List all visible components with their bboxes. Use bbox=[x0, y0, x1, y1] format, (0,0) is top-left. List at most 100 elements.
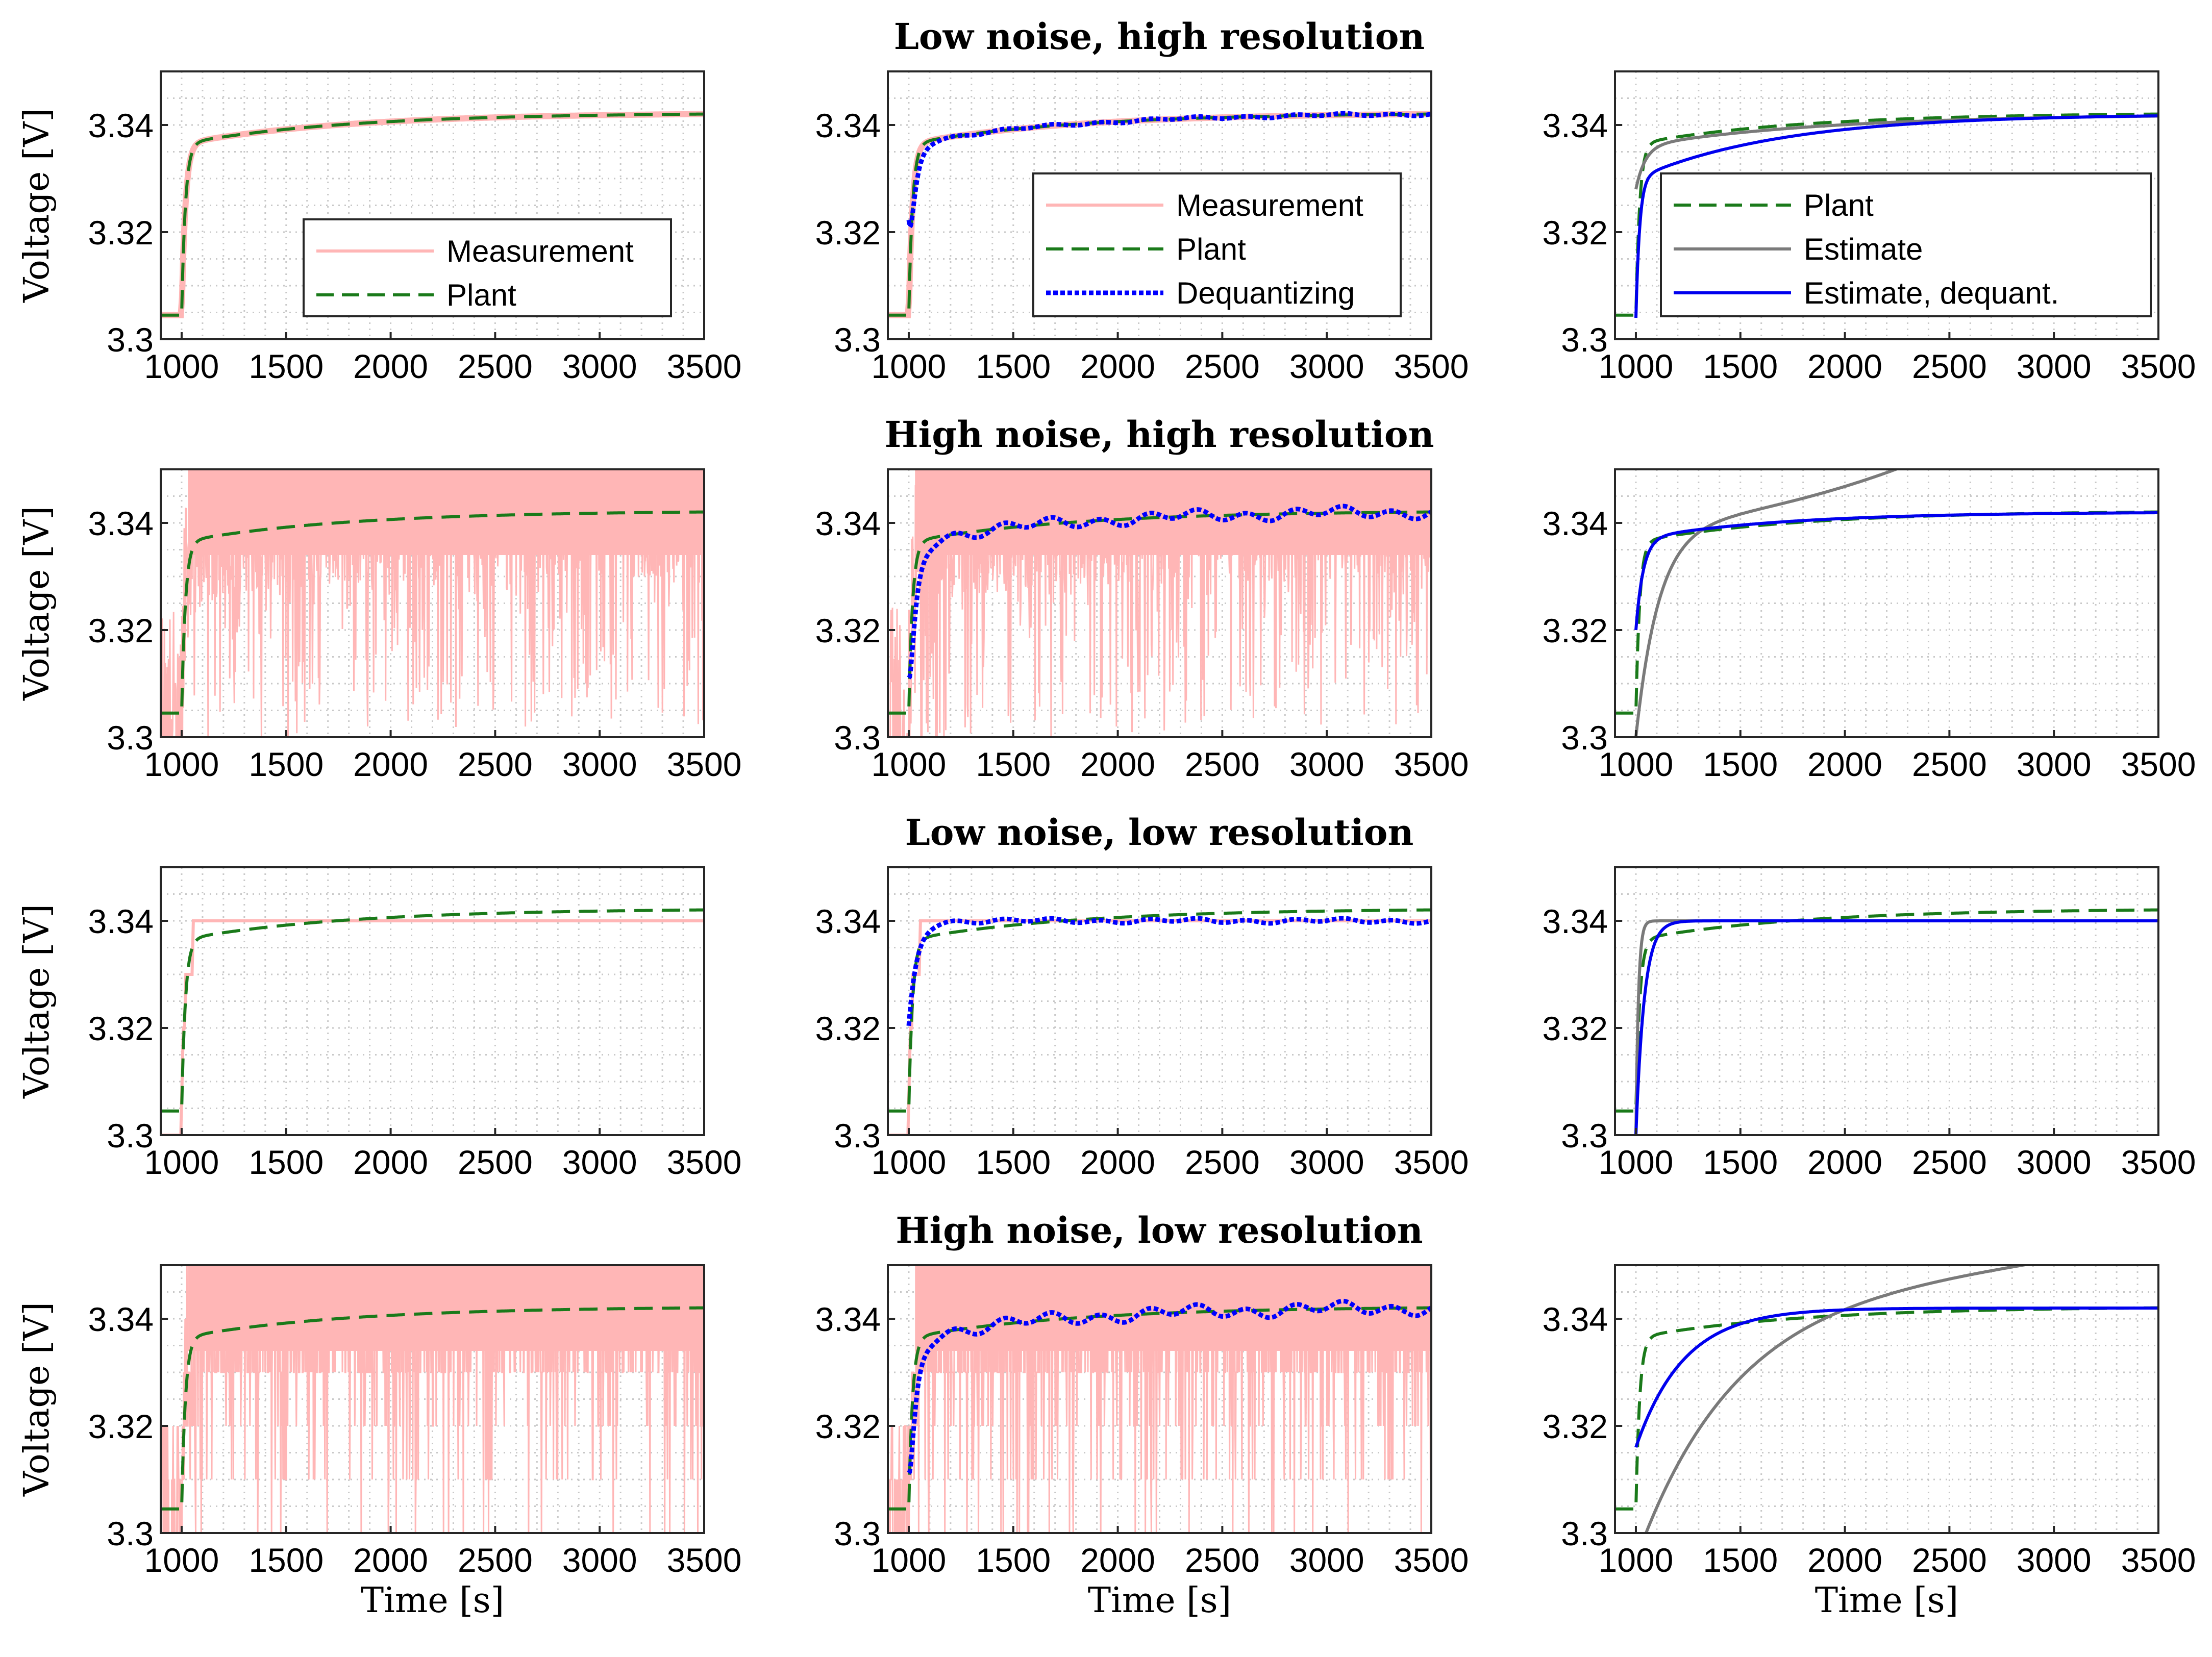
grid bbox=[1615, 866, 2159, 1136]
panel-r2-c1: 1000 1500 2000 2500 3000 3500 3.3 3.32 3.34 Volta… bbox=[17, 468, 741, 783]
x-tick-label: 3500 bbox=[2121, 1541, 2196, 1579]
x-tick-label: 3000 bbox=[2017, 347, 2092, 385]
dequantizing-line bbox=[906, 111, 1431, 234]
x-tick-label: 1000 bbox=[144, 745, 219, 783]
x-tick-label: 3500 bbox=[1394, 1541, 1469, 1579]
legend-entry: Estimate, dequant. bbox=[1804, 276, 2059, 310]
y-tick-label: 3.32 bbox=[1543, 1408, 1608, 1445]
x-tick-label: 1000 bbox=[144, 1143, 219, 1181]
y-tick-label: 3.3 bbox=[1561, 321, 1608, 359]
y-tick-label: 3.3 bbox=[1561, 1515, 1608, 1552]
y-axis-label: Voltage [V] bbox=[17, 904, 57, 1099]
x-tick-label: 3500 bbox=[1394, 347, 1469, 385]
plot-area bbox=[1615, 469, 2158, 737]
legend-entry: Plant bbox=[1176, 232, 1246, 266]
plot-area bbox=[161, 1265, 704, 1533]
y-tick-label: 3.34 bbox=[1543, 902, 1608, 940]
y-tick-label: 3.32 bbox=[815, 612, 881, 649]
measurement-band bbox=[915, 469, 1431, 555]
x-tick-label: 2000 bbox=[353, 1143, 428, 1181]
panel-r4-c3: 1000 1500 2000 2500 3000 3500 3.3 3.32 3.34 Time … bbox=[1543, 1264, 2196, 1621]
plant-line bbox=[888, 1306, 1431, 1511]
x-tick-label: 1500 bbox=[976, 745, 1051, 783]
plot-area bbox=[888, 469, 1431, 737]
grid bbox=[1615, 1264, 2159, 1534]
y-tick-label: 3.34 bbox=[88, 1300, 154, 1338]
panel-r3-c1: 1000 1500 2000 2500 3000 3500 3.3 3.32 3.34 Volta… bbox=[17, 866, 741, 1181]
x-tick-label: 1500 bbox=[976, 1143, 1051, 1181]
y-tick-label: 3.3 bbox=[834, 1515, 881, 1552]
y-tick-label: 3.3 bbox=[1561, 1117, 1608, 1154]
x-axis-label: Time [s] bbox=[361, 1580, 504, 1621]
y-tick-label: 3.32 bbox=[815, 214, 881, 252]
axes-box bbox=[1614, 468, 2159, 738]
y-tick-label: 3.3 bbox=[107, 719, 154, 757]
axes-box bbox=[887, 1264, 1432, 1534]
x-tick-label: 3000 bbox=[1289, 347, 1364, 385]
axes-box bbox=[160, 70, 705, 340]
dequantizing-line bbox=[906, 916, 1431, 1026]
panel-r3-c3: 1000 1500 2000 2500 3000 3500 3.3 3.32 3.34 bbox=[1543, 866, 2196, 1181]
row-title-3: Low noise, low resolution bbox=[905, 811, 1414, 853]
y-tick-label: 3.34 bbox=[815, 107, 881, 144]
x-tick-label: 1500 bbox=[976, 1541, 1051, 1579]
x-tick-label: 1000 bbox=[1599, 1143, 1674, 1181]
estimate-line bbox=[1634, 469, 1900, 737]
x-tick-label: 1000 bbox=[144, 347, 219, 385]
x-tick-label: 2000 bbox=[1080, 1541, 1155, 1579]
row-title-4: High noise, low resolution bbox=[896, 1209, 1423, 1251]
x-tick-label: 2500 bbox=[1912, 745, 1987, 783]
panel-r3-c2: 1000 1500 2000 2500 3000 3500 3.3 3.32 3.34 bbox=[815, 866, 1469, 1181]
plant-line bbox=[1615, 112, 2158, 317]
x-tick-label: 1500 bbox=[1703, 347, 1778, 385]
x-tick-label: 1500 bbox=[248, 1143, 324, 1181]
x-tick-label: 2000 bbox=[353, 347, 428, 385]
y-tick-label: 3.3 bbox=[107, 1117, 154, 1154]
x-tick-label: 1500 bbox=[1703, 745, 1778, 783]
plot-area bbox=[161, 111, 704, 318]
x-axis-label: Time [s] bbox=[1815, 1580, 1958, 1621]
y-tick-label: 3.32 bbox=[1543, 1010, 1608, 1047]
plant-line bbox=[161, 1306, 704, 1511]
panel-r4-c2: 1000 1500 2000 2500 3000 3500 3.3 3.32 3.34 Time … bbox=[815, 1264, 1469, 1621]
axes-box bbox=[1614, 1264, 2159, 1534]
row-title-2: High noise, high resolution bbox=[884, 413, 1434, 456]
axes-box bbox=[887, 866, 1432, 1136]
x-tick-label: 2500 bbox=[458, 745, 533, 783]
x-tick-label: 3500 bbox=[2121, 347, 2196, 385]
y-axis-label: Voltage [V] bbox=[17, 506, 57, 701]
y-tick-label: 3.32 bbox=[1543, 612, 1608, 649]
plant-line bbox=[888, 510, 1431, 715]
measurement-line bbox=[161, 919, 704, 1135]
x-tick-label: 2000 bbox=[1807, 745, 1882, 783]
axes-box bbox=[160, 1264, 705, 1534]
x-tick-label: 2500 bbox=[458, 347, 533, 385]
x-tick-label: 3500 bbox=[1394, 1143, 1469, 1181]
x-tick-label: 3000 bbox=[2017, 1143, 2092, 1181]
y-tick-label: 3.32 bbox=[88, 214, 154, 252]
dequantizing-line bbox=[907, 1298, 1431, 1475]
plot-area bbox=[161, 908, 704, 1135]
legend-entry: Plant bbox=[446, 278, 516, 312]
x-tick-label: 2000 bbox=[1080, 347, 1155, 385]
panel-r1-c3: 1000 1500 2000 2500 3000 3500 3.3 3.32 3.34 Plant… bbox=[1543, 70, 2196, 385]
y-tick-label: 3.32 bbox=[815, 1010, 881, 1047]
measurement-band bbox=[188, 469, 704, 555]
y-tick-label: 3.3 bbox=[834, 1117, 881, 1154]
legend: Measurement Plant bbox=[303, 218, 672, 317]
x-tick-label: 1000 bbox=[872, 745, 947, 783]
x-tick-label: 2500 bbox=[1912, 1143, 1987, 1181]
plot-area bbox=[888, 908, 1431, 1135]
y-tick-label: 3.3 bbox=[1561, 719, 1608, 757]
x-tick-label: 3500 bbox=[2121, 1143, 2196, 1181]
plant-line bbox=[1615, 908, 2158, 1113]
plot-area bbox=[1615, 1265, 2158, 1533]
measurement-line bbox=[888, 1265, 1431, 1533]
y-tick-label: 3.3 bbox=[834, 719, 881, 757]
x-tick-label: 2500 bbox=[458, 1143, 533, 1181]
x-tick-label: 1500 bbox=[248, 347, 324, 385]
plant-line bbox=[1615, 510, 2158, 715]
panel-r4-c1: 1000 1500 2000 2500 3000 3500 3.3 3.32 3.34 Volta… bbox=[17, 1264, 741, 1621]
y-tick-label: 3.34 bbox=[815, 902, 881, 940]
